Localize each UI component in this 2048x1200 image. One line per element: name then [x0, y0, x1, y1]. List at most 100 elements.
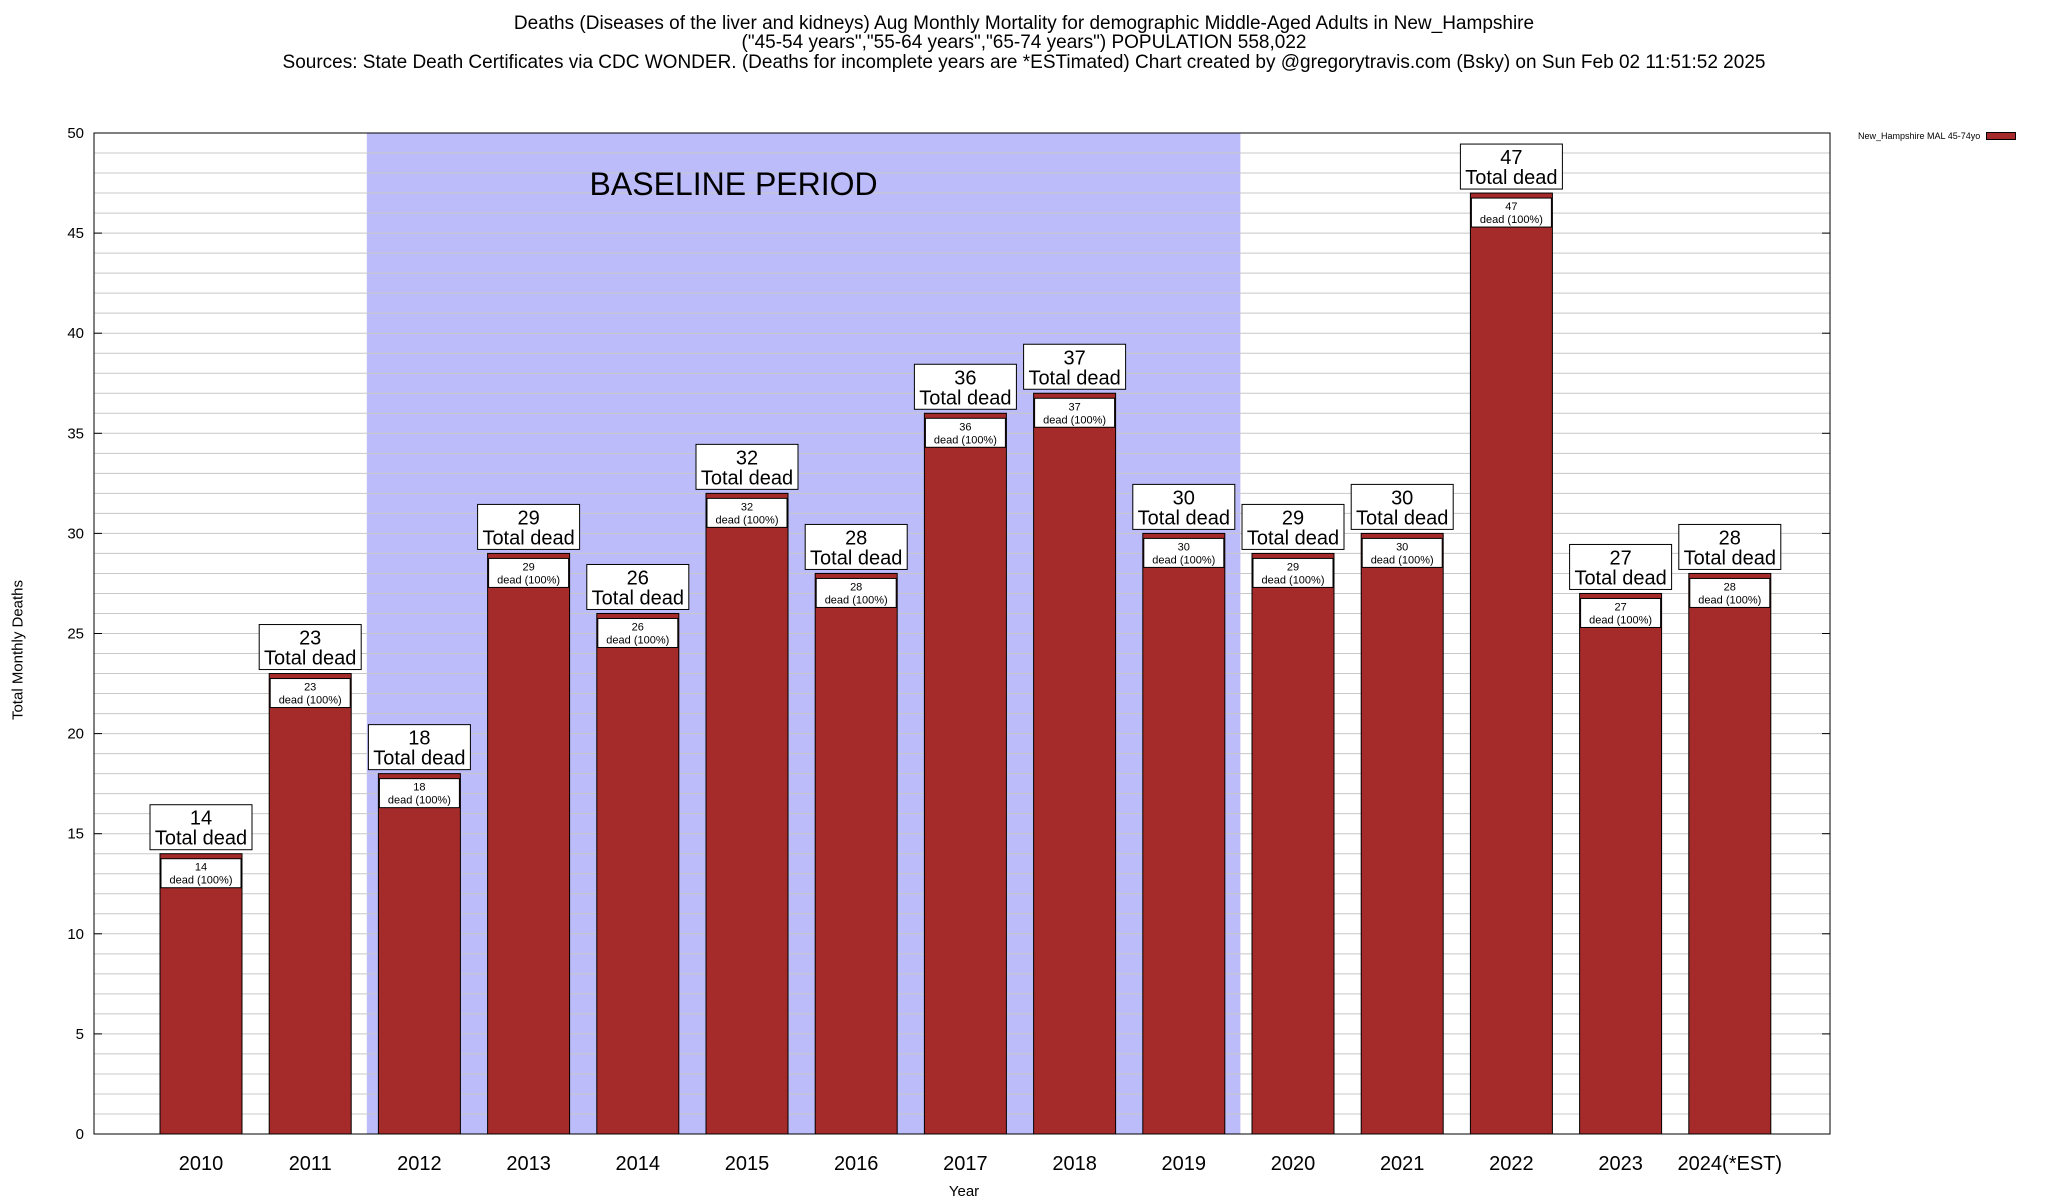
bar-top-value: 29: [517, 507, 539, 529]
bar-inner-value: 18: [413, 782, 425, 794]
bar-top-label-box: [258, 624, 362, 671]
bar-top-label-box: [1678, 523, 1782, 570]
bar-inner-value: 28: [850, 581, 862, 593]
bar-inner-label: dead (100%): [1698, 594, 1761, 606]
bar: [1360, 532, 1444, 1135]
bar: [923, 412, 1007, 1135]
bar-top-value: 27: [1609, 547, 1631, 569]
x-tick-label: 2010: [179, 1153, 224, 1175]
bar-inner-value: 29: [1287, 561, 1299, 573]
bar-top-label-box: [586, 563, 690, 610]
y-tick-label: 15: [67, 826, 84, 843]
bar-top-value: 28: [845, 527, 867, 549]
x-tick-label: 2020: [1271, 1153, 1316, 1175]
bar-inner-label-box: [488, 557, 570, 588]
y-tick-label: 20: [67, 726, 84, 743]
y-tick-label: 50: [67, 125, 84, 142]
bar-inner-label: dead (100%): [1589, 614, 1652, 626]
bar-inner-label-box: [1143, 537, 1225, 568]
chart-title: Deaths (Diseases of the liver and kidney…: [513, 13, 1535, 34]
bar-inner-label-box: [378, 778, 460, 809]
bar: [377, 773, 461, 1135]
x-tick-label: 2017: [943, 1153, 988, 1175]
chart-source-line: Sources: State Death Certificates via CD…: [282, 52, 1766, 73]
legend: New_Hampshire MAL 45-74yo: [1858, 131, 2017, 141]
bar-inner-value: 30: [1178, 541, 1190, 553]
bar-inner-label: dead (100%): [170, 875, 233, 887]
bar: [1579, 592, 1663, 1135]
bar-top-label-box: [1241, 503, 1345, 550]
x-axis-label: Year: [948, 1183, 980, 1200]
bar-inner-value: 32: [741, 501, 753, 513]
legend-swatch: [1986, 132, 2017, 140]
bar-inner-value: 36: [959, 421, 971, 433]
bar-top-label-box: [1569, 543, 1673, 590]
bar-top-value: 30: [1173, 487, 1195, 509]
y-tick-label: 40: [67, 325, 84, 342]
y-axis-label: Total Monthly Deaths: [9, 579, 27, 721]
y-tick-label: 30: [67, 525, 84, 542]
bar-top-label-box: [1023, 343, 1127, 390]
bar: [705, 492, 789, 1135]
bar-top-value: 26: [627, 567, 649, 589]
baseline-period-label: BASELINE PERIOD: [590, 166, 878, 202]
bar-inner-label-box: [924, 417, 1006, 448]
bar-top-label: Total dead: [373, 748, 465, 770]
legend-label: New_Hampshire MAL 45-74yo: [1858, 131, 1981, 141]
bar-top-label-box: [804, 523, 908, 570]
bar-top-value: 36: [954, 367, 976, 389]
chart-subtitle: ("45-54 years","55-64 years","65-74 year…: [741, 32, 1307, 53]
bar-top-label: Total dead: [810, 547, 902, 569]
bar-top-label: Total dead: [1574, 567, 1666, 589]
bar-inner-value: 27: [1614, 601, 1626, 613]
bar: [487, 552, 571, 1135]
bar-inner-label: dead (100%): [1043, 414, 1106, 426]
bar-inner-value: 47: [1505, 201, 1517, 213]
bar-inner-value: 30: [1396, 541, 1408, 553]
bar-inner-value: 29: [522, 561, 534, 573]
bar-top-label: Total dead: [1138, 507, 1230, 529]
x-tick-label: 2023: [1598, 1153, 1643, 1175]
bar-top-value: 47: [1500, 147, 1522, 169]
bar-inner-label-box: [815, 577, 897, 608]
y-tick-label: 5: [76, 1026, 84, 1043]
x-tick-label: 2019: [1162, 1153, 1207, 1175]
bar-top-label: Total dead: [1247, 527, 1339, 549]
bar-top-label: Total dead: [919, 387, 1011, 409]
bar-top-value: 37: [1063, 347, 1085, 369]
x-tick-label: 2014: [616, 1153, 661, 1175]
bar-inner-label: dead (100%): [606, 634, 669, 646]
bar-inner-label: dead (100%): [1152, 554, 1215, 566]
y-tick-label: 10: [67, 926, 84, 943]
bar-top-value: 23: [299, 628, 321, 650]
bar-top-value: 29: [1282, 507, 1304, 529]
bar-inner-label: dead (100%): [825, 594, 888, 606]
bar-inner-label-box: [706, 497, 788, 528]
bar-inner-label-box: [597, 617, 679, 648]
bar-inner-label: dead (100%): [1371, 554, 1434, 566]
bar-top-label-box: [367, 724, 471, 771]
bar-inner-value: 23: [304, 682, 316, 694]
bar-inner-label: dead (100%): [934, 434, 997, 446]
x-tick-label: 2012: [397, 1153, 442, 1175]
bar-top-label: Total dead: [701, 467, 793, 489]
bar: [1142, 532, 1226, 1135]
bar-inner-label: dead (100%): [1480, 214, 1543, 226]
y-tick-label: 25: [67, 626, 84, 643]
x-tick-label: 2022: [1489, 1153, 1534, 1175]
bar-inner-label-box: [1252, 557, 1334, 588]
bar-top-label-box: [913, 363, 1017, 410]
bar-top-label: Total dead: [592, 587, 684, 609]
bar-inner-label: dead (100%): [388, 795, 451, 807]
x-tick-label: 2011: [289, 1153, 332, 1175]
bar: [1033, 392, 1117, 1135]
bar-top-label: Total dead: [482, 527, 574, 549]
bar-top-label: Total dead: [1465, 167, 1557, 189]
bar-top-label: Total dead: [264, 648, 356, 670]
x-tick-label: 2021: [1380, 1153, 1425, 1175]
x-tick-label: 2013: [506, 1153, 551, 1175]
bar-top-label: Total dead: [1356, 507, 1448, 529]
bar-inner-label-box: [1034, 397, 1116, 428]
bar-inner-value: 37: [1068, 401, 1080, 413]
